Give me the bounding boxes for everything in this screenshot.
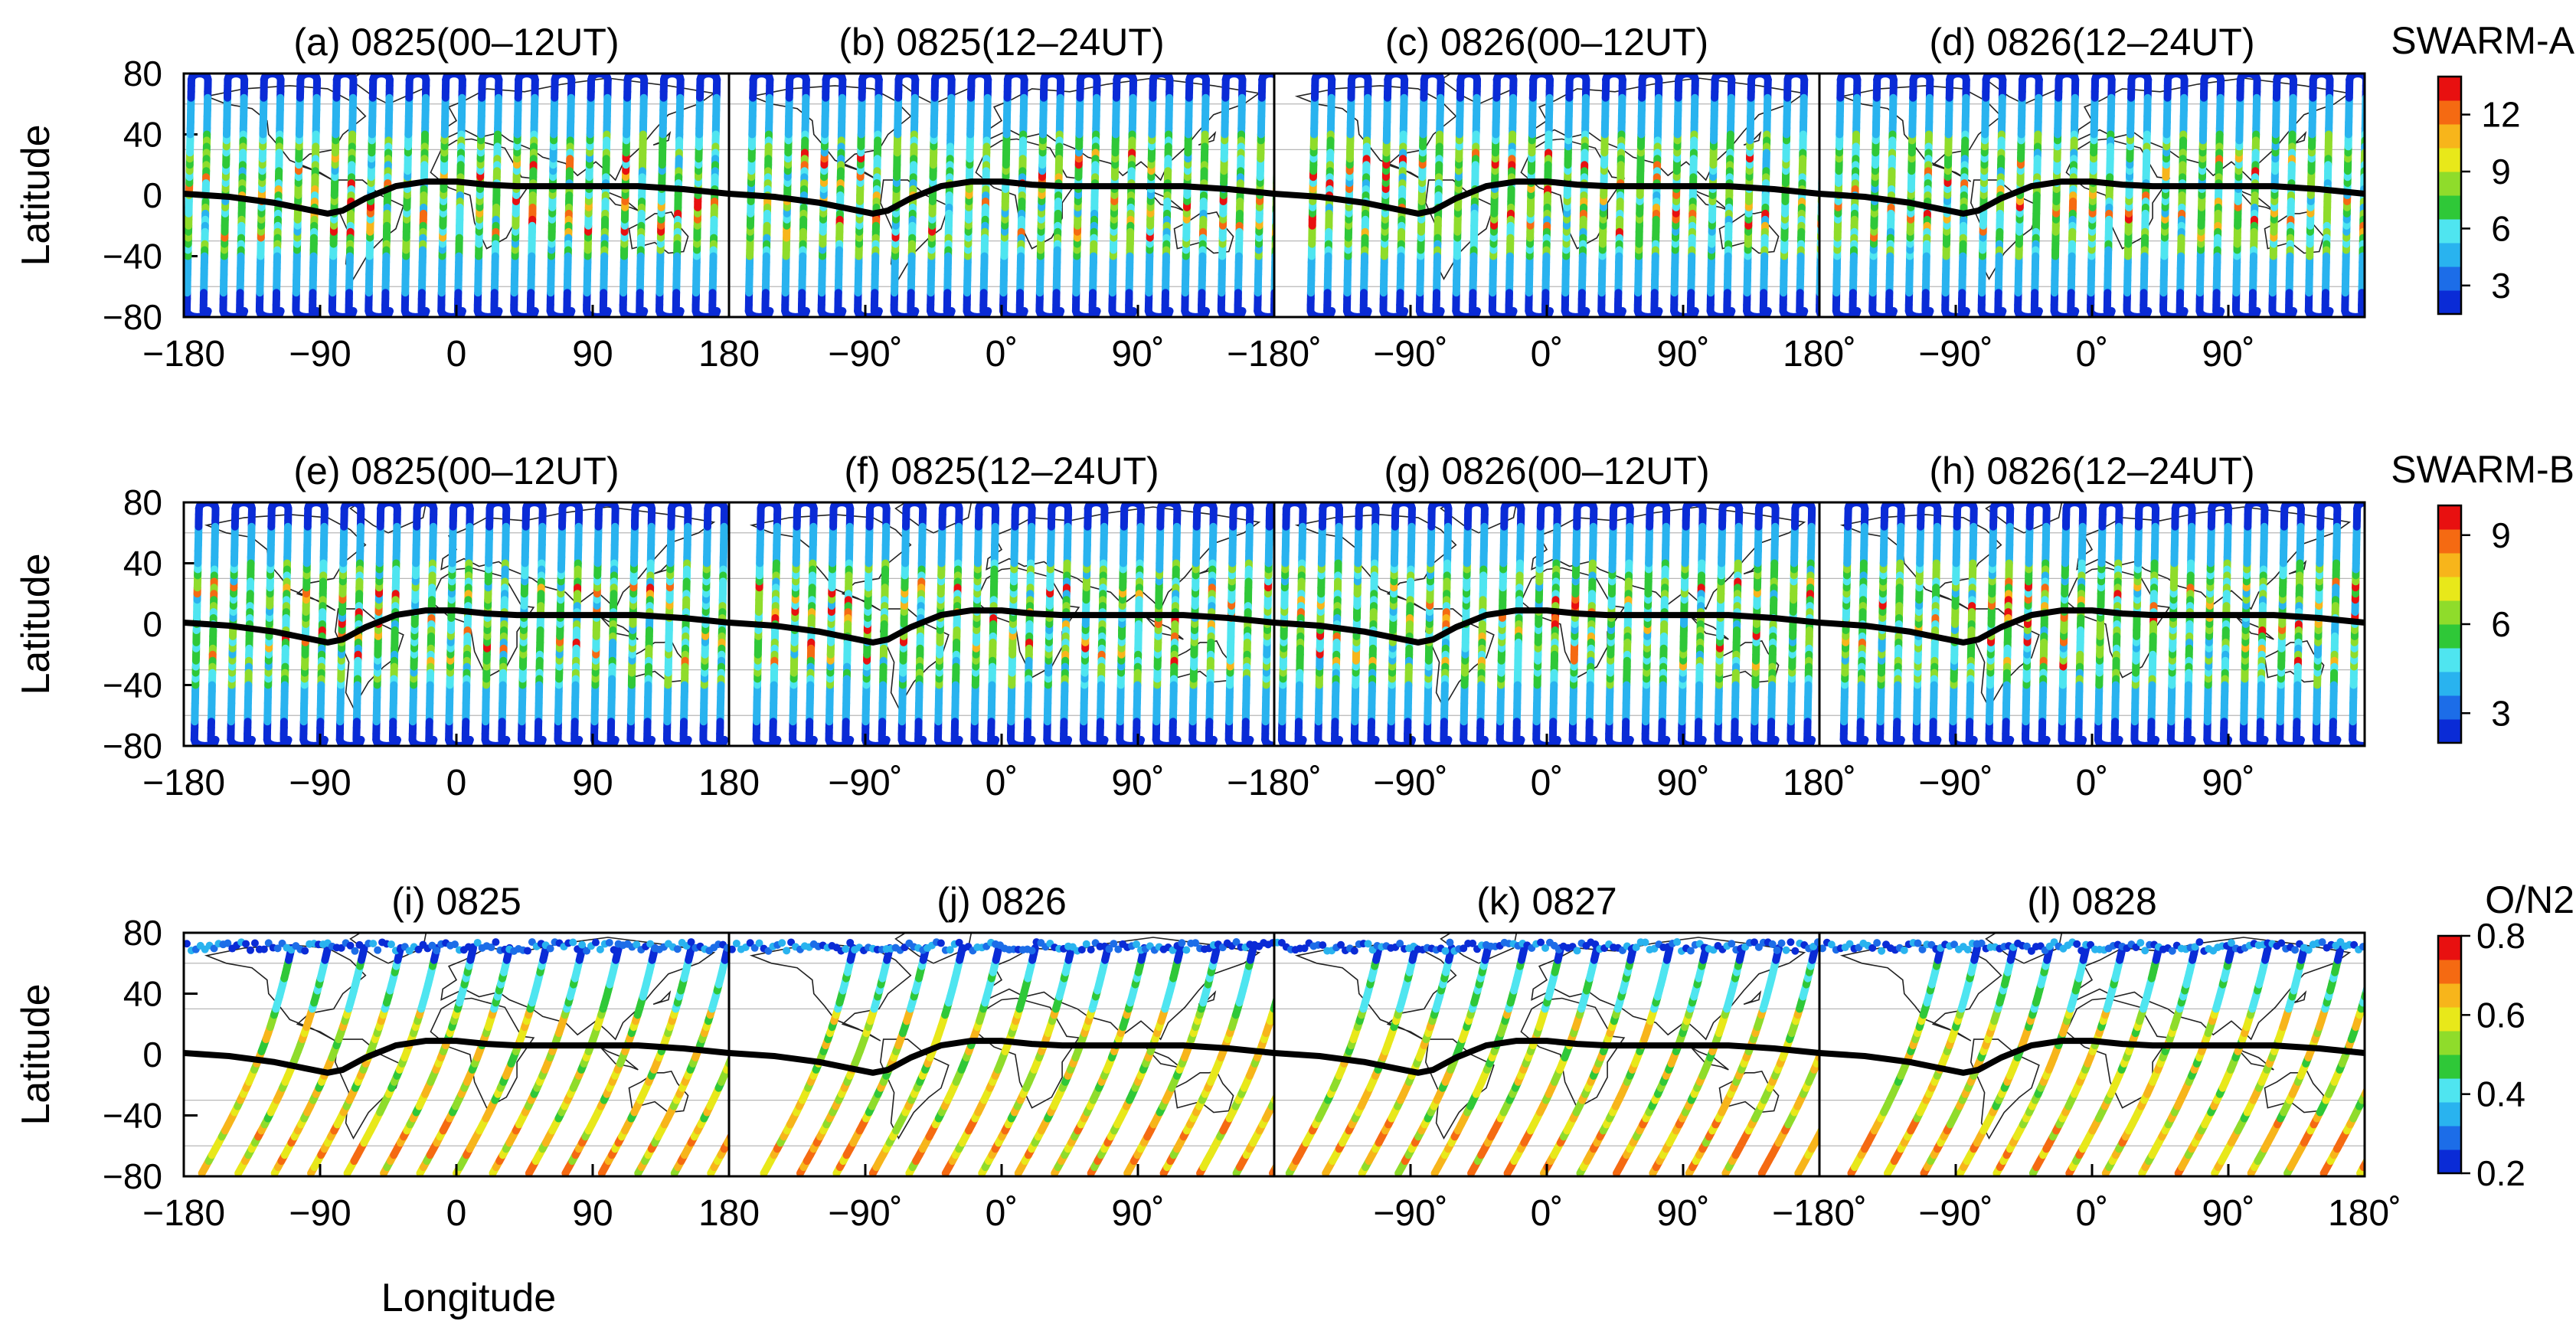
track-segment [1670, 307, 1679, 317]
track-segment [1825, 75, 1826, 77]
x-tick-label: 180˚ [1783, 334, 1856, 374]
track-segment [1488, 307, 1497, 317]
track-segment [510, 307, 519, 317]
coastline [1520, 138, 1626, 250]
track-segment [473, 307, 482, 317]
track-segment [400, 307, 410, 317]
panel-title: (a) 0825(00–12UT) [293, 21, 619, 64]
track-segment [1561, 307, 1570, 317]
panel-2: (c) 0826(00–12UT) −90˚ 0˚ 90˚ 180˚ [1273, 21, 1856, 374]
y-axis-label: Latitude [14, 124, 58, 266]
track-segment [1217, 307, 1226, 317]
track-segment [1379, 307, 1388, 317]
track-segment [927, 307, 936, 317]
coastline [628, 211, 689, 254]
x-tick-label: −180˚ [1227, 334, 1322, 374]
y-tick-label: 0 [142, 175, 162, 215]
dip-equator-line [729, 178, 1274, 217]
track-segment [1342, 307, 1352, 317]
track-segment [1633, 307, 1643, 317]
track-segment [963, 307, 972, 317]
track-segment [691, 307, 701, 317]
track-segment [744, 307, 754, 317]
track-segment [619, 307, 628, 317]
x-tick-label: 90˚ [1111, 334, 1164, 374]
track-segment [1597, 307, 1607, 317]
track-segment [2014, 307, 2023, 317]
track-segment [1254, 307, 1263, 317]
y-tick-label: −80 [103, 297, 162, 337]
coastline [975, 138, 1080, 250]
track-segment [437, 307, 446, 317]
track-segment [1868, 307, 1878, 317]
track-segment [1525, 307, 1534, 317]
x-tick-label: 90˚ [1656, 334, 1709, 374]
x-tick-label: 90 [572, 334, 613, 374]
chart-row-A: Latitude 80 40 0 −40 −80 (a) 0825(00–12UT) −180… [14, 19, 2575, 374]
track-segment [655, 307, 665, 317]
track-segment [1071, 307, 1080, 317]
x-tick-label: 0˚ [1531, 334, 1564, 374]
track-segment [1779, 307, 1788, 317]
x-tick-label: 0 [446, 334, 467, 374]
x-tick-label: −180 [142, 334, 225, 374]
track-segment [1977, 307, 1986, 317]
coastline [2065, 138, 2171, 250]
x-tick-label: −90˚ [828, 334, 902, 374]
track-segment [184, 307, 191, 317]
x-tick-label: 180 [698, 334, 760, 374]
coastline [204, 85, 367, 182]
coastline [749, 85, 912, 182]
x-tick-label: −90 [289, 334, 351, 374]
y-tick-label: −40 [103, 237, 162, 276]
track-segment [1273, 312, 1274, 314]
track-segment [1816, 309, 1819, 317]
panel-1: (b) 0825(12–24UT) −90˚ 0˚ 90˚ −180˚ [727, 21, 1322, 374]
track-segment [219, 307, 228, 317]
track-segment [1904, 307, 1914, 317]
x-tick-label: 0˚ [986, 334, 1018, 374]
track-segment [781, 307, 790, 317]
panel-title: (c) 0826(00–12UT) [1385, 21, 1708, 64]
track-segment [1278, 77, 1279, 80]
track-segment [999, 307, 1008, 317]
dip-equator-line [184, 178, 729, 217]
coastline [1718, 211, 1780, 254]
track-segment [1108, 307, 1117, 317]
coastline [1294, 85, 1457, 182]
coastline [1173, 211, 1234, 254]
panel-0: (a) 0825(00–12UT) −180 −90 0 90 180 [142, 21, 760, 374]
track-segment [1306, 307, 1316, 317]
dip-equator-line [1274, 178, 1819, 217]
coastline [1839, 85, 2002, 182]
track-segment [1941, 307, 1950, 317]
panel-3: (d) 0826(12–24UT)−90˚ 0˚ 90˚ [1818, 21, 2366, 374]
track-segment [1035, 307, 1044, 317]
track-segment [1824, 77, 1825, 80]
y-tick-label: 80 [123, 54, 162, 93]
track-segment [1271, 311, 1274, 317]
track-segment [328, 307, 337, 317]
track-segment [1272, 74, 1274, 79]
track-segment [1832, 307, 1841, 317]
track-segment [890, 307, 899, 317]
track-segment [364, 307, 374, 317]
x-tick-label: −90˚ [1373, 334, 1447, 374]
y-tick-label: 40 [123, 115, 162, 155]
panel-title: (b) 0825(12–24UT) [839, 21, 1164, 64]
